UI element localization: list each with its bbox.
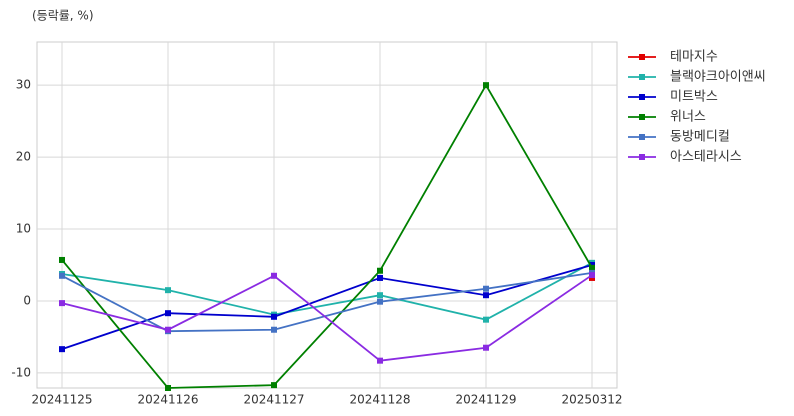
data-point bbox=[483, 82, 489, 89]
x-tick-label: 20241125 bbox=[31, 393, 92, 407]
data-point bbox=[483, 344, 489, 351]
data-point bbox=[271, 313, 277, 320]
y-axis-label: (등락률, %) bbox=[32, 9, 94, 23]
legend-marker bbox=[639, 54, 645, 60]
data-point bbox=[165, 326, 171, 333]
x-tick-label: 20241129 bbox=[455, 393, 516, 407]
legend-marker bbox=[639, 114, 645, 120]
data-point bbox=[59, 300, 65, 307]
data-point bbox=[483, 316, 489, 323]
data-point bbox=[377, 267, 383, 274]
data-point bbox=[271, 382, 277, 389]
data-point bbox=[377, 357, 383, 364]
series-line bbox=[61, 83, 593, 389]
data-point bbox=[377, 292, 383, 299]
y-tick-label: 20 bbox=[16, 150, 31, 164]
legend-label: 블랙야크아이앤씨 bbox=[670, 70, 766, 85]
legend-label: 동방메디컬 bbox=[670, 130, 730, 145]
data-point bbox=[483, 285, 489, 292]
data-point bbox=[59, 272, 65, 279]
data-point bbox=[377, 298, 383, 305]
y-tick-label: 30 bbox=[16, 78, 31, 92]
data-point bbox=[59, 346, 65, 353]
y-tick-label: 0 bbox=[23, 293, 31, 307]
data-point bbox=[589, 272, 595, 279]
data-point bbox=[589, 264, 595, 271]
legend-marker bbox=[639, 134, 645, 140]
series-line bbox=[61, 264, 593, 351]
legend-marker bbox=[639, 154, 645, 160]
y-tick-label: 10 bbox=[16, 222, 31, 236]
data-point bbox=[59, 256, 65, 263]
data-point bbox=[165, 287, 171, 294]
y-tick-label: -10 bbox=[11, 365, 31, 379]
data-point bbox=[377, 274, 383, 281]
legend-marker bbox=[639, 74, 645, 80]
series-line bbox=[61, 262, 593, 321]
x-tick-label: 20250312 bbox=[561, 393, 622, 407]
series-line bbox=[61, 272, 593, 333]
legend-label: 미트박스 bbox=[670, 90, 718, 105]
data-point bbox=[165, 385, 171, 391]
data-point bbox=[271, 326, 277, 333]
x-tick-label: 20241126 bbox=[137, 393, 198, 407]
series-line bbox=[61, 274, 593, 362]
legend-label: 아스테라시스 bbox=[670, 150, 742, 165]
data-point bbox=[271, 272, 277, 279]
x-tick-label: 20241127 bbox=[243, 393, 304, 407]
x-tick-label: 20241128 bbox=[349, 393, 410, 407]
data-point bbox=[483, 292, 489, 299]
plot-frame bbox=[36, 41, 618, 389]
legend-label: 위너스 bbox=[670, 110, 706, 125]
data-point bbox=[165, 310, 171, 317]
legend-label: 테마지수 bbox=[670, 50, 718, 65]
legend-marker bbox=[639, 94, 645, 100]
